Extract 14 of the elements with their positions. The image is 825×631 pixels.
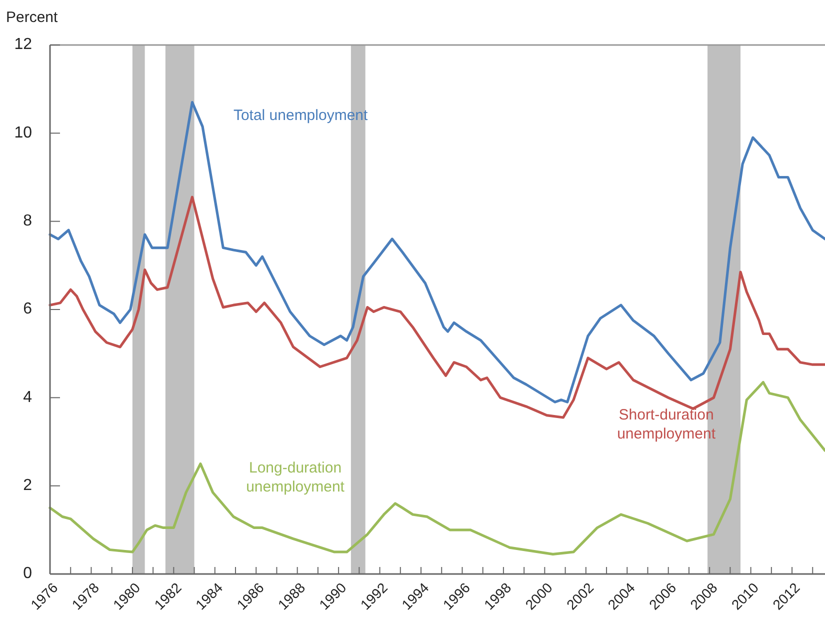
series-label: Short-duration unemployment (617, 406, 716, 443)
series-label: Long-duration unemployment (246, 460, 346, 496)
y-tick-label: 10 (14, 124, 32, 142)
y-tick-label: 6 (23, 300, 32, 318)
y-tick-label: 12 (14, 36, 32, 54)
y-axis-title: Percent (6, 9, 59, 26)
y-tick-label: 2 (23, 477, 32, 494)
text: Total unemployment (233, 106, 369, 124)
line-series (48, 101, 825, 404)
y-tick-label: 8 (23, 212, 32, 230)
y-tick-label: 0 (23, 565, 32, 582)
y-tick-label: 4 (23, 388, 32, 406)
line-series (48, 196, 825, 419)
line-series (48, 380, 825, 556)
